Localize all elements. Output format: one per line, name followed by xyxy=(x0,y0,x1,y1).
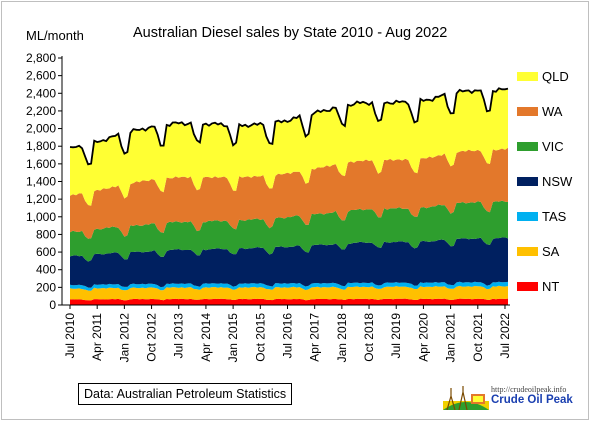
legend-swatch-tas xyxy=(517,212,538,221)
y-tick-label: 1,200 xyxy=(26,192,56,206)
axes xyxy=(61,56,510,306)
x-tick-label: Jan 2015 xyxy=(226,313,240,363)
x-tick-label: Oct 2012 xyxy=(145,313,159,362)
crude-oil-peak-logo[interactable]: http://crudeoilpeak.info Crude Oil Peak xyxy=(443,382,585,412)
x-tick-label: Apr 2017 xyxy=(308,313,322,362)
x-tick-label: Jan 2012 xyxy=(117,313,131,363)
total-line xyxy=(69,87,509,166)
x-tick-label: Oct 2015 xyxy=(253,313,267,362)
x-tick-label: Apr 2014 xyxy=(199,313,213,362)
x-tick-label: Jul 2016 xyxy=(280,313,294,359)
y-tick-labels: 0 200 400 600 800 1,000 1,200 1,400 1,600 1,800 2,… xyxy=(26,51,62,312)
y-tick-label: 2,400 xyxy=(26,86,56,100)
x-tick-label: Jan 2018 xyxy=(335,313,349,363)
x-tick-label: Oct 2021 xyxy=(471,313,485,362)
x-tick-label: Jul 2019 xyxy=(389,313,403,359)
y-tick-label: 1,800 xyxy=(26,139,56,153)
legend-label-qld: QLD xyxy=(542,69,569,84)
y-tick-label: 800 xyxy=(36,227,56,241)
legend-swatch-qld xyxy=(517,72,538,81)
x-tick-label: Apr 2011 xyxy=(90,313,104,361)
y-tick-label: 200 xyxy=(36,280,56,294)
x-tick-label: Jul 2022 xyxy=(498,313,512,359)
area-layers xyxy=(70,88,508,305)
x-tick-label: Oct 2018 xyxy=(362,313,376,362)
y-tick-label: 0 xyxy=(49,298,56,312)
legend-label-nt: NT xyxy=(542,279,559,294)
y-tick-label: 1,600 xyxy=(26,157,56,171)
y-tick-label: 400 xyxy=(36,263,56,277)
area-qld xyxy=(70,88,508,206)
y-axis-label: ML/month xyxy=(26,28,84,43)
legend-swatch-sa xyxy=(517,247,538,256)
x-tick-label: Jan 2021 xyxy=(444,313,458,363)
legend-swatch-nt xyxy=(517,282,538,291)
area-wa xyxy=(70,147,508,239)
area-nsw xyxy=(70,237,508,288)
x-tick-labels: Jul 2010 Apr 2011 Jan 2012 Oct 2012 Jul 2013… xyxy=(63,305,512,362)
total-line-group xyxy=(69,87,509,166)
y-tick-label: 2,600 xyxy=(26,69,56,83)
legend-swatch-vic xyxy=(517,142,538,151)
legend-swatch-wa xyxy=(517,107,538,116)
logo-url[interactable]: http://crudeoilpeak.info xyxy=(491,385,567,394)
legend: QLD WA VIC NSW TAS SA NT xyxy=(517,69,573,294)
legend-label-vic: VIC xyxy=(542,139,564,154)
legend-label-tas: TAS xyxy=(542,209,567,224)
logo-name: Crude Oil Peak xyxy=(491,394,573,406)
chart-title: Australian Diesel sales by State 2010 - … xyxy=(133,25,447,41)
legend-label-wa: WA xyxy=(542,104,563,119)
legend-swatch-nsw xyxy=(517,177,538,186)
y-tick-label: 1,000 xyxy=(26,210,56,224)
y-tick-label: 600 xyxy=(36,245,56,259)
x-tick-label: Jul 2010 xyxy=(63,313,77,359)
y-tick-label: 2,000 xyxy=(26,122,56,136)
area-nt xyxy=(70,298,508,305)
x-tick-label: Apr 2020 xyxy=(416,313,430,362)
x-tick-label: Jul 2013 xyxy=(172,313,186,359)
area-vic xyxy=(70,200,508,262)
oil-rig-icon xyxy=(443,386,489,410)
area-tas xyxy=(70,281,508,291)
legend-label-nsw: NSW xyxy=(542,174,573,189)
y-tick-label: 1,400 xyxy=(26,175,56,189)
y-tick-label: 2,800 xyxy=(26,51,56,65)
source-note: Data: Australian Petroleum Statistics xyxy=(78,383,293,405)
area-sa xyxy=(70,285,508,301)
y-tick-label: 2,200 xyxy=(26,104,56,118)
legend-label-sa: SA xyxy=(542,244,560,259)
